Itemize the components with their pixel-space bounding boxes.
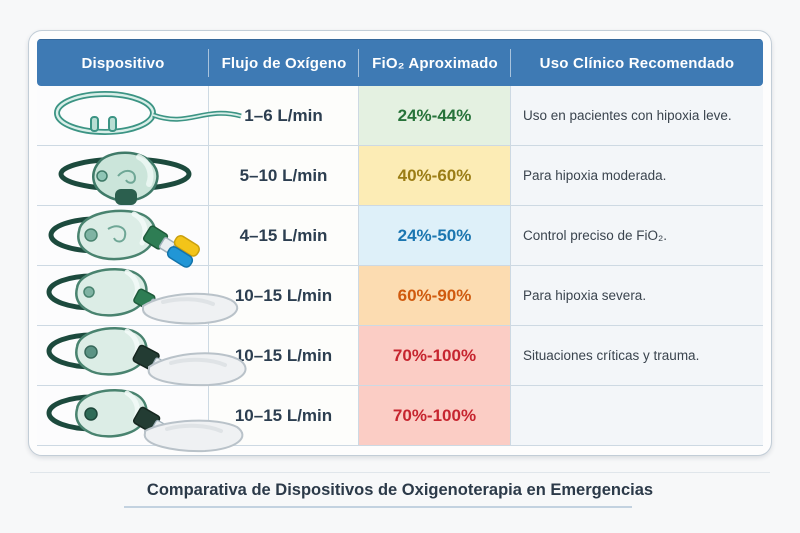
caption-underline	[124, 506, 632, 508]
non-rebreather-mask-icon	[46, 389, 244, 453]
non-rebreather-mask-icon	[46, 326, 247, 386]
header-uso-clinico: Uso Clínico Recomendado	[511, 39, 763, 86]
table-row-5-device	[37, 326, 247, 386]
table-row-4-fio2: 60%-90%	[359, 266, 511, 326]
table-row-6-use	[511, 386, 763, 446]
table-row-3-fio2: 24%-50%	[359, 206, 511, 266]
nasal-cannula-icon	[54, 90, 242, 135]
table-row-3-use: Control preciso de FiO₂.	[511, 206, 763, 266]
partial-rebreather-mask-icon	[46, 267, 239, 324]
table-row-2-device	[37, 146, 209, 206]
table-row-1-device	[37, 86, 242, 146]
table-row-5-use: Situaciones críticas y trauma.	[511, 326, 763, 386]
table-row-2-fio2: 40%-60%	[359, 146, 511, 206]
table-row-6-device	[37, 386, 244, 453]
table-row-1-use: Uso en pacientes con hipoxia leve.	[511, 86, 763, 146]
table-row-3-flow: 4–15 L/min	[209, 206, 359, 266]
table-body: 1–6 L/min 24%-44% Uso en pacientes con h…	[37, 86, 763, 453]
table-row-1-fio2: 24%-44%	[359, 86, 511, 146]
header-dispositivo: Dispositivo	[37, 39, 209, 86]
table-row-4-use: Para hipoxia severa.	[511, 266, 763, 326]
table-row-4-device	[37, 266, 239, 326]
footer-divider	[30, 472, 770, 473]
comparison-table-card: Dispositivo Flujo de Oxígeno FiO₂ Aproxi…	[28, 30, 772, 456]
table-row-5-fio2: 70%-100%	[359, 326, 511, 386]
simple-face-mask-icon	[58, 151, 192, 205]
header-flujo-oxigeno: Flujo de Oxígeno	[209, 39, 359, 86]
table-row-4-flow: 10–15 L/min	[209, 266, 359, 326]
caption-title: Comparativa de Dispositivos de Oxigenote…	[146, 481, 654, 499]
table-row-6-fio2: 70%-100%	[359, 386, 511, 446]
table-header-row: Dispositivo Flujo de Oxígeno FiO₂ Aproxi…	[37, 39, 763, 86]
table-row-2-use: Para hipoxia moderada.	[511, 146, 763, 206]
table-row-2-flow: 5–10 L/min	[209, 146, 359, 206]
header-fio2-aproximado: FiO₂ Aproximado	[359, 39, 511, 86]
table-row-3-device	[37, 206, 209, 268]
venturi-mask-icon	[48, 209, 200, 268]
